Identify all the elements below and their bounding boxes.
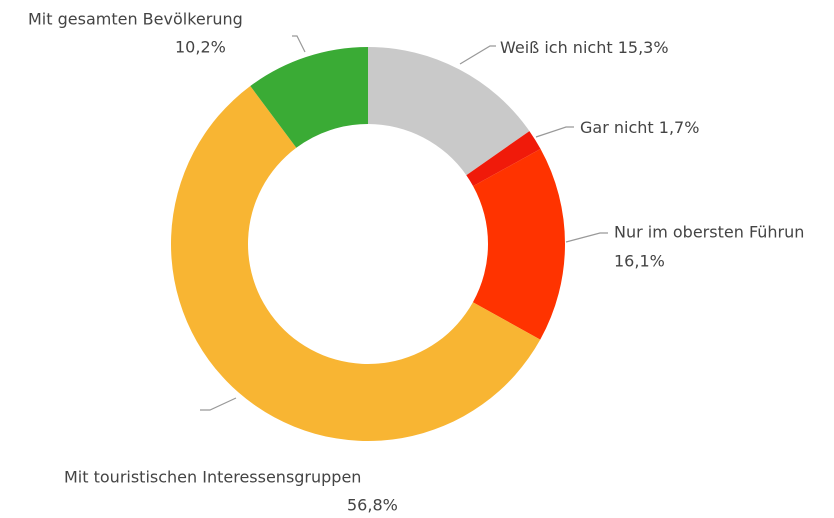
leader-line xyxy=(292,35,306,53)
donut-slice xyxy=(250,47,368,148)
leader-line xyxy=(565,232,608,243)
leader-line xyxy=(200,397,237,411)
value-label: 15,3% xyxy=(618,38,669,57)
category-label: Gar nicht xyxy=(580,118,654,137)
leader-lines xyxy=(200,35,608,411)
value-label: 56,8% xyxy=(347,496,398,515)
donut-slice xyxy=(368,47,530,176)
donut-slice xyxy=(472,148,566,340)
slice-label: Gar nicht 1,7% xyxy=(580,118,699,137)
donut-slice xyxy=(170,86,541,441)
value-label: 16,1% xyxy=(614,252,665,271)
leader-line xyxy=(535,126,574,138)
leader-line xyxy=(459,45,496,65)
category-label: Mit gesamten Bevölkerung xyxy=(28,10,243,29)
donut-slice xyxy=(466,131,541,187)
category-label: Weiß ich nicht xyxy=(500,38,613,57)
category-label: Nur im obersten Führun xyxy=(614,223,804,242)
value-label: 10,2% xyxy=(175,38,226,57)
category-label: Mit touristischen Interessensgruppen xyxy=(64,468,361,487)
slice-label: Weiß ich nicht 15,3% xyxy=(500,38,669,57)
value-label: 1,7% xyxy=(659,118,700,137)
